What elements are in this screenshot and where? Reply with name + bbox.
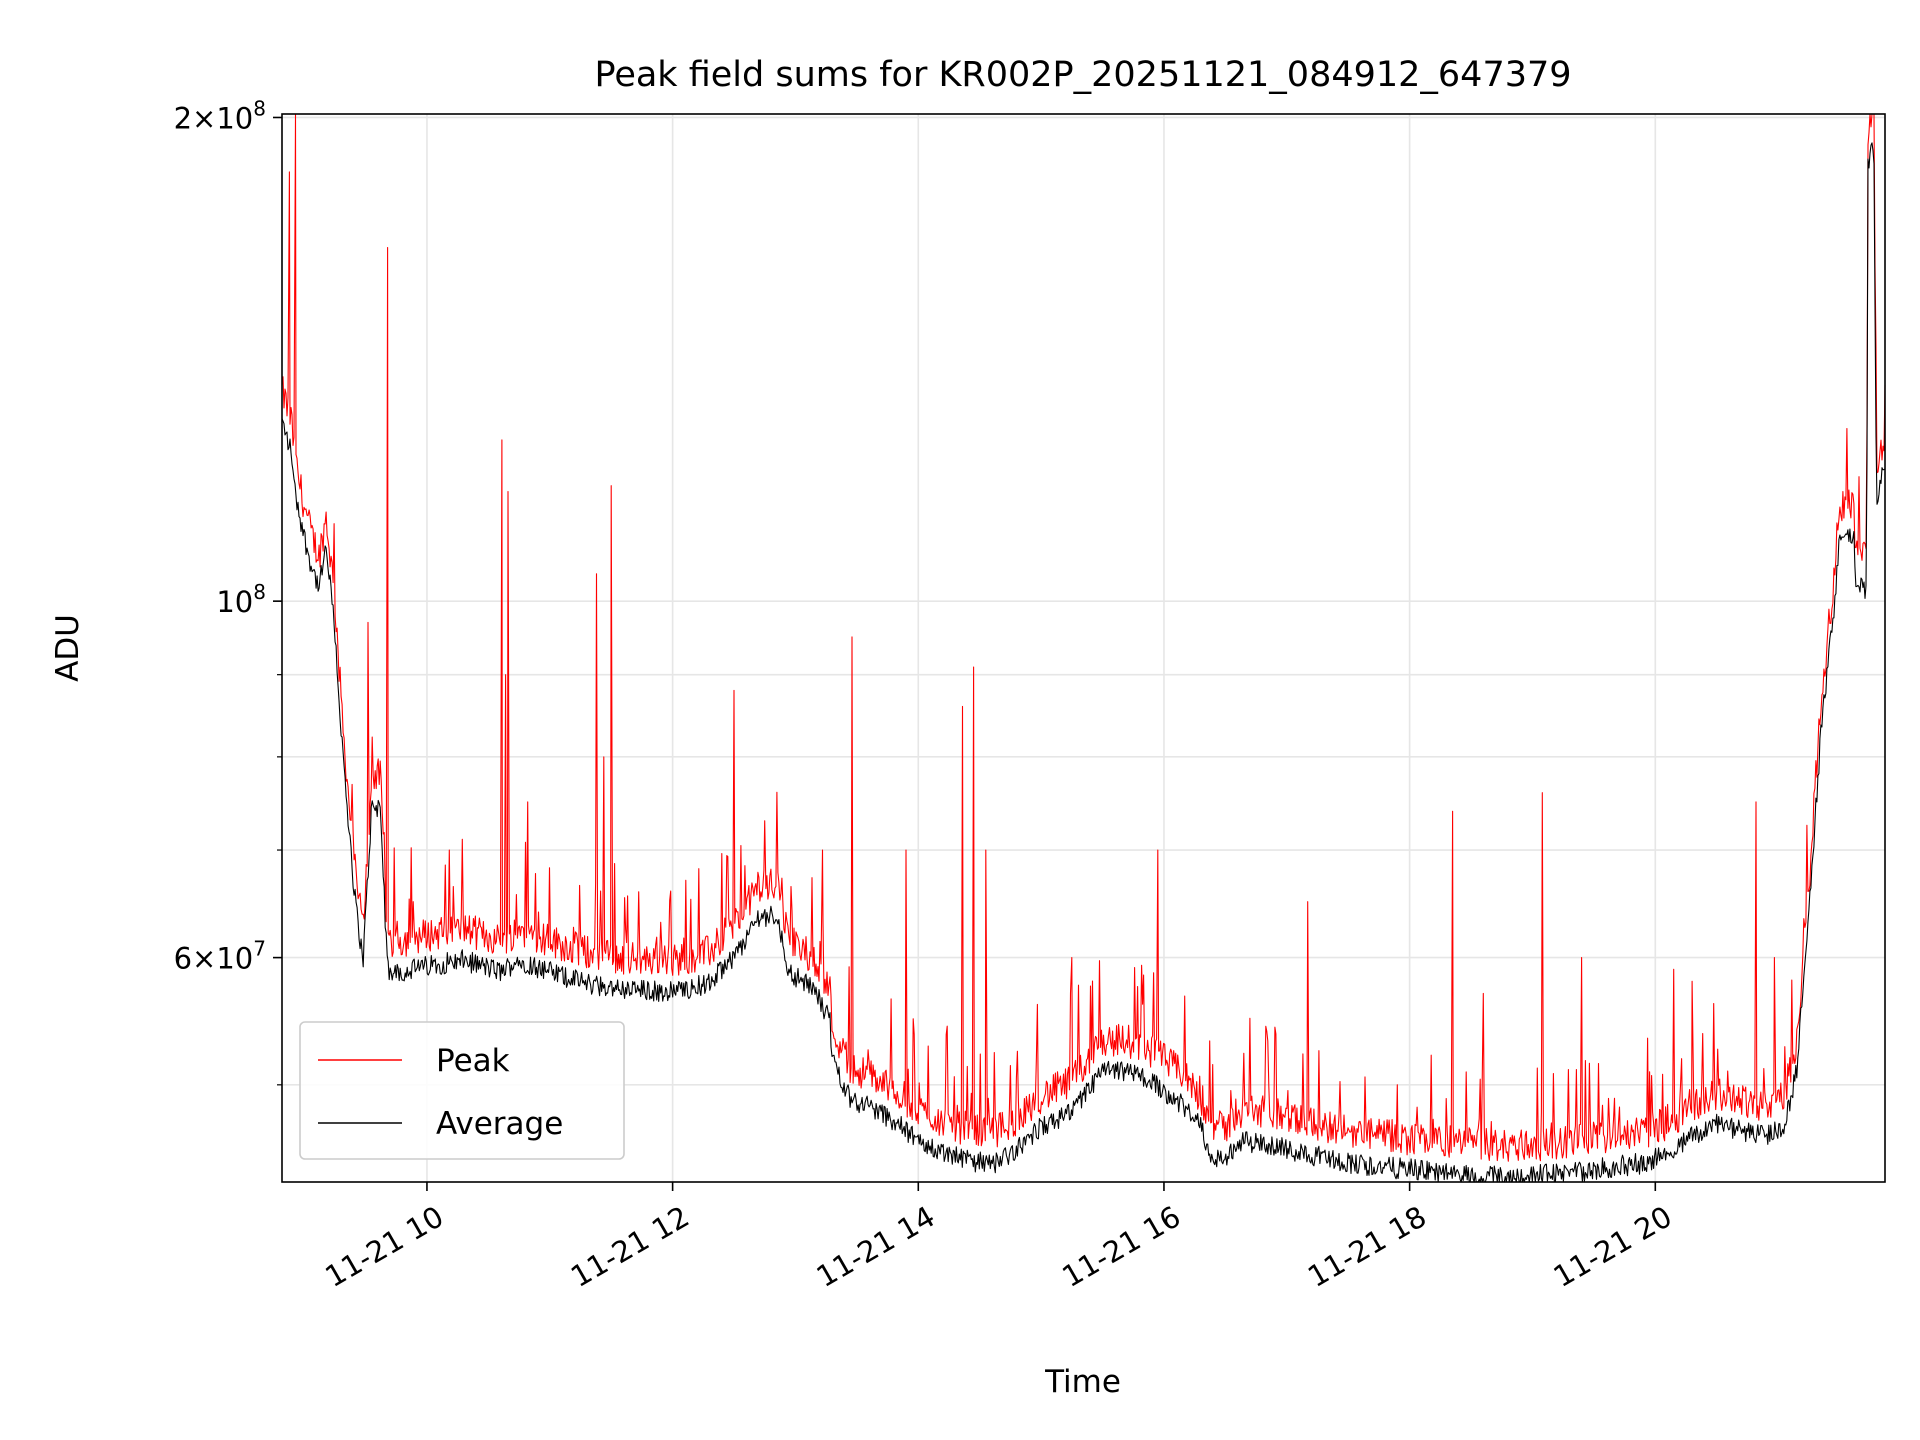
plot-frame — [281, 113, 1886, 1183]
x-axis-label: Time — [1044, 1364, 1121, 1400]
legend-peak-label: Peak — [436, 1043, 510, 1079]
legend-box — [299, 1021, 625, 1160]
y-axis-label: ADU — [50, 614, 86, 682]
legend: Peak Average — [299, 1021, 625, 1160]
series-layer — [281, 113, 1886, 1183]
y-tick-label: 6×107 — [174, 937, 266, 976]
legend-average-label: Average — [436, 1106, 563, 1142]
series-peak-line — [281, 113, 1886, 1162]
chart-title: Peak field sums for KR002P_20251121_0849… — [594, 55, 1571, 95]
y-tick-label: 108 — [216, 580, 266, 619]
series-average-line — [281, 142, 1886, 1183]
grid — [282, 114, 1885, 1182]
y-tick-label: 2×108 — [174, 96, 266, 135]
y-axis: 6×107 108 2×108 — [174, 96, 282, 1086]
